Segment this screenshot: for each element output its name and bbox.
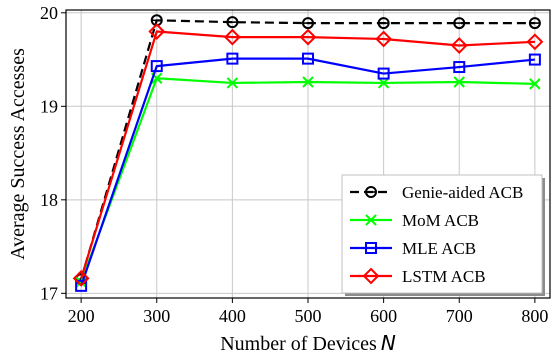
x-tick-label-200: 200 [68, 306, 95, 326]
point-mom-acb-600 [377, 77, 390, 89]
legend-marker-genie-aided-acb [365, 186, 377, 198]
point-genie-aided-acb-600 [377, 17, 390, 30]
x-tick-label-700: 700 [446, 306, 473, 326]
legend-label-mle-acb: MLE ACB [402, 239, 476, 258]
point-genie-aided-acb-700 [453, 17, 466, 30]
point-lstm-acb-500 [299, 28, 317, 46]
y-tick-label-20: 20 [40, 3, 58, 23]
point-genie-aided-acb-800 [528, 17, 541, 30]
point-mom-acb-800 [529, 78, 541, 90]
point-mle-acb-200 [75, 279, 88, 292]
x-axis-ticks: 200 300 400 500 600 700 800 [68, 298, 548, 326]
point-lstm-acb-600 [375, 30, 393, 48]
y-axis-label: Average Success Accesses [7, 48, 29, 260]
legend-item-genie-aided-acb: Genie-aided ACB [350, 183, 523, 202]
series-layer [72, 14, 544, 292]
point-mle-acb-800 [528, 53, 541, 66]
x-axis-label-text: Number of Devices [220, 333, 377, 355]
point-lstm-acb-200 [72, 269, 90, 287]
series-mle-acb [75, 52, 541, 292]
x-axis-label: Number of Devices N [220, 331, 396, 355]
point-mom-acb-700 [453, 76, 465, 88]
point-mom-acb-400 [226, 77, 239, 89]
point-genie-aided-acb-500 [302, 17, 314, 30]
point-mle-acb-700 [453, 61, 466, 74]
legend-label-genie-aided-acb: Genie-aided ACB [402, 183, 523, 202]
point-mle-acb-500 [302, 52, 314, 65]
legend-marker-mom-acb [365, 214, 377, 226]
legend-label-lstm-acb: LSTM ACB [402, 267, 486, 286]
point-lstm-acb-400 [223, 28, 241, 46]
series-mom-acb [75, 72, 541, 288]
x-tick-label-800: 800 [521, 306, 548, 326]
x-tick-label-300: 300 [143, 306, 170, 326]
legend-item-lstm-acb: LSTM ACB [350, 267, 486, 286]
series-lstm-acb [72, 23, 544, 287]
series-line-mle-acb [80, 57, 535, 287]
legend-marker-mle-acb [365, 242, 377, 254]
series-line-lstm-acb [80, 30, 535, 279]
y-tick-label-17: 17 [40, 283, 58, 303]
legend-label-mom-acb: MoM ACB [402, 211, 479, 230]
point-mle-acb-600 [377, 67, 390, 80]
point-mle-acb-400 [226, 52, 239, 65]
legend-item-mom-acb: MoM ACB [350, 211, 479, 230]
point-lstm-acb-300 [148, 23, 166, 40]
legend-marker-lstm-acb [362, 267, 380, 285]
point-lstm-acb-700 [450, 37, 468, 54]
point-mle-acb-300 [150, 60, 163, 73]
point-mom-acb-500 [302, 76, 314, 88]
point-genie-aided-acb-400 [226, 16, 239, 29]
x-tick-label-400: 400 [219, 306, 246, 326]
y-tick-label-18: 18 [40, 190, 58, 210]
x-tick-label-600: 600 [370, 306, 397, 326]
legend-item-mle-acb: MLE ACB [350, 239, 476, 258]
y-tick-label-19: 19 [40, 96, 58, 116]
legend: Genie-aided ACB MoM ACB MLE ACB LSTM ACB [341, 174, 545, 296]
x-axis-label-variable: N [381, 331, 396, 355]
y-axis-ticks: 17 18 19 20 [40, 3, 66, 303]
point-lstm-acb-800 [526, 33, 544, 51]
x-tick-label-500: 500 [295, 306, 322, 326]
